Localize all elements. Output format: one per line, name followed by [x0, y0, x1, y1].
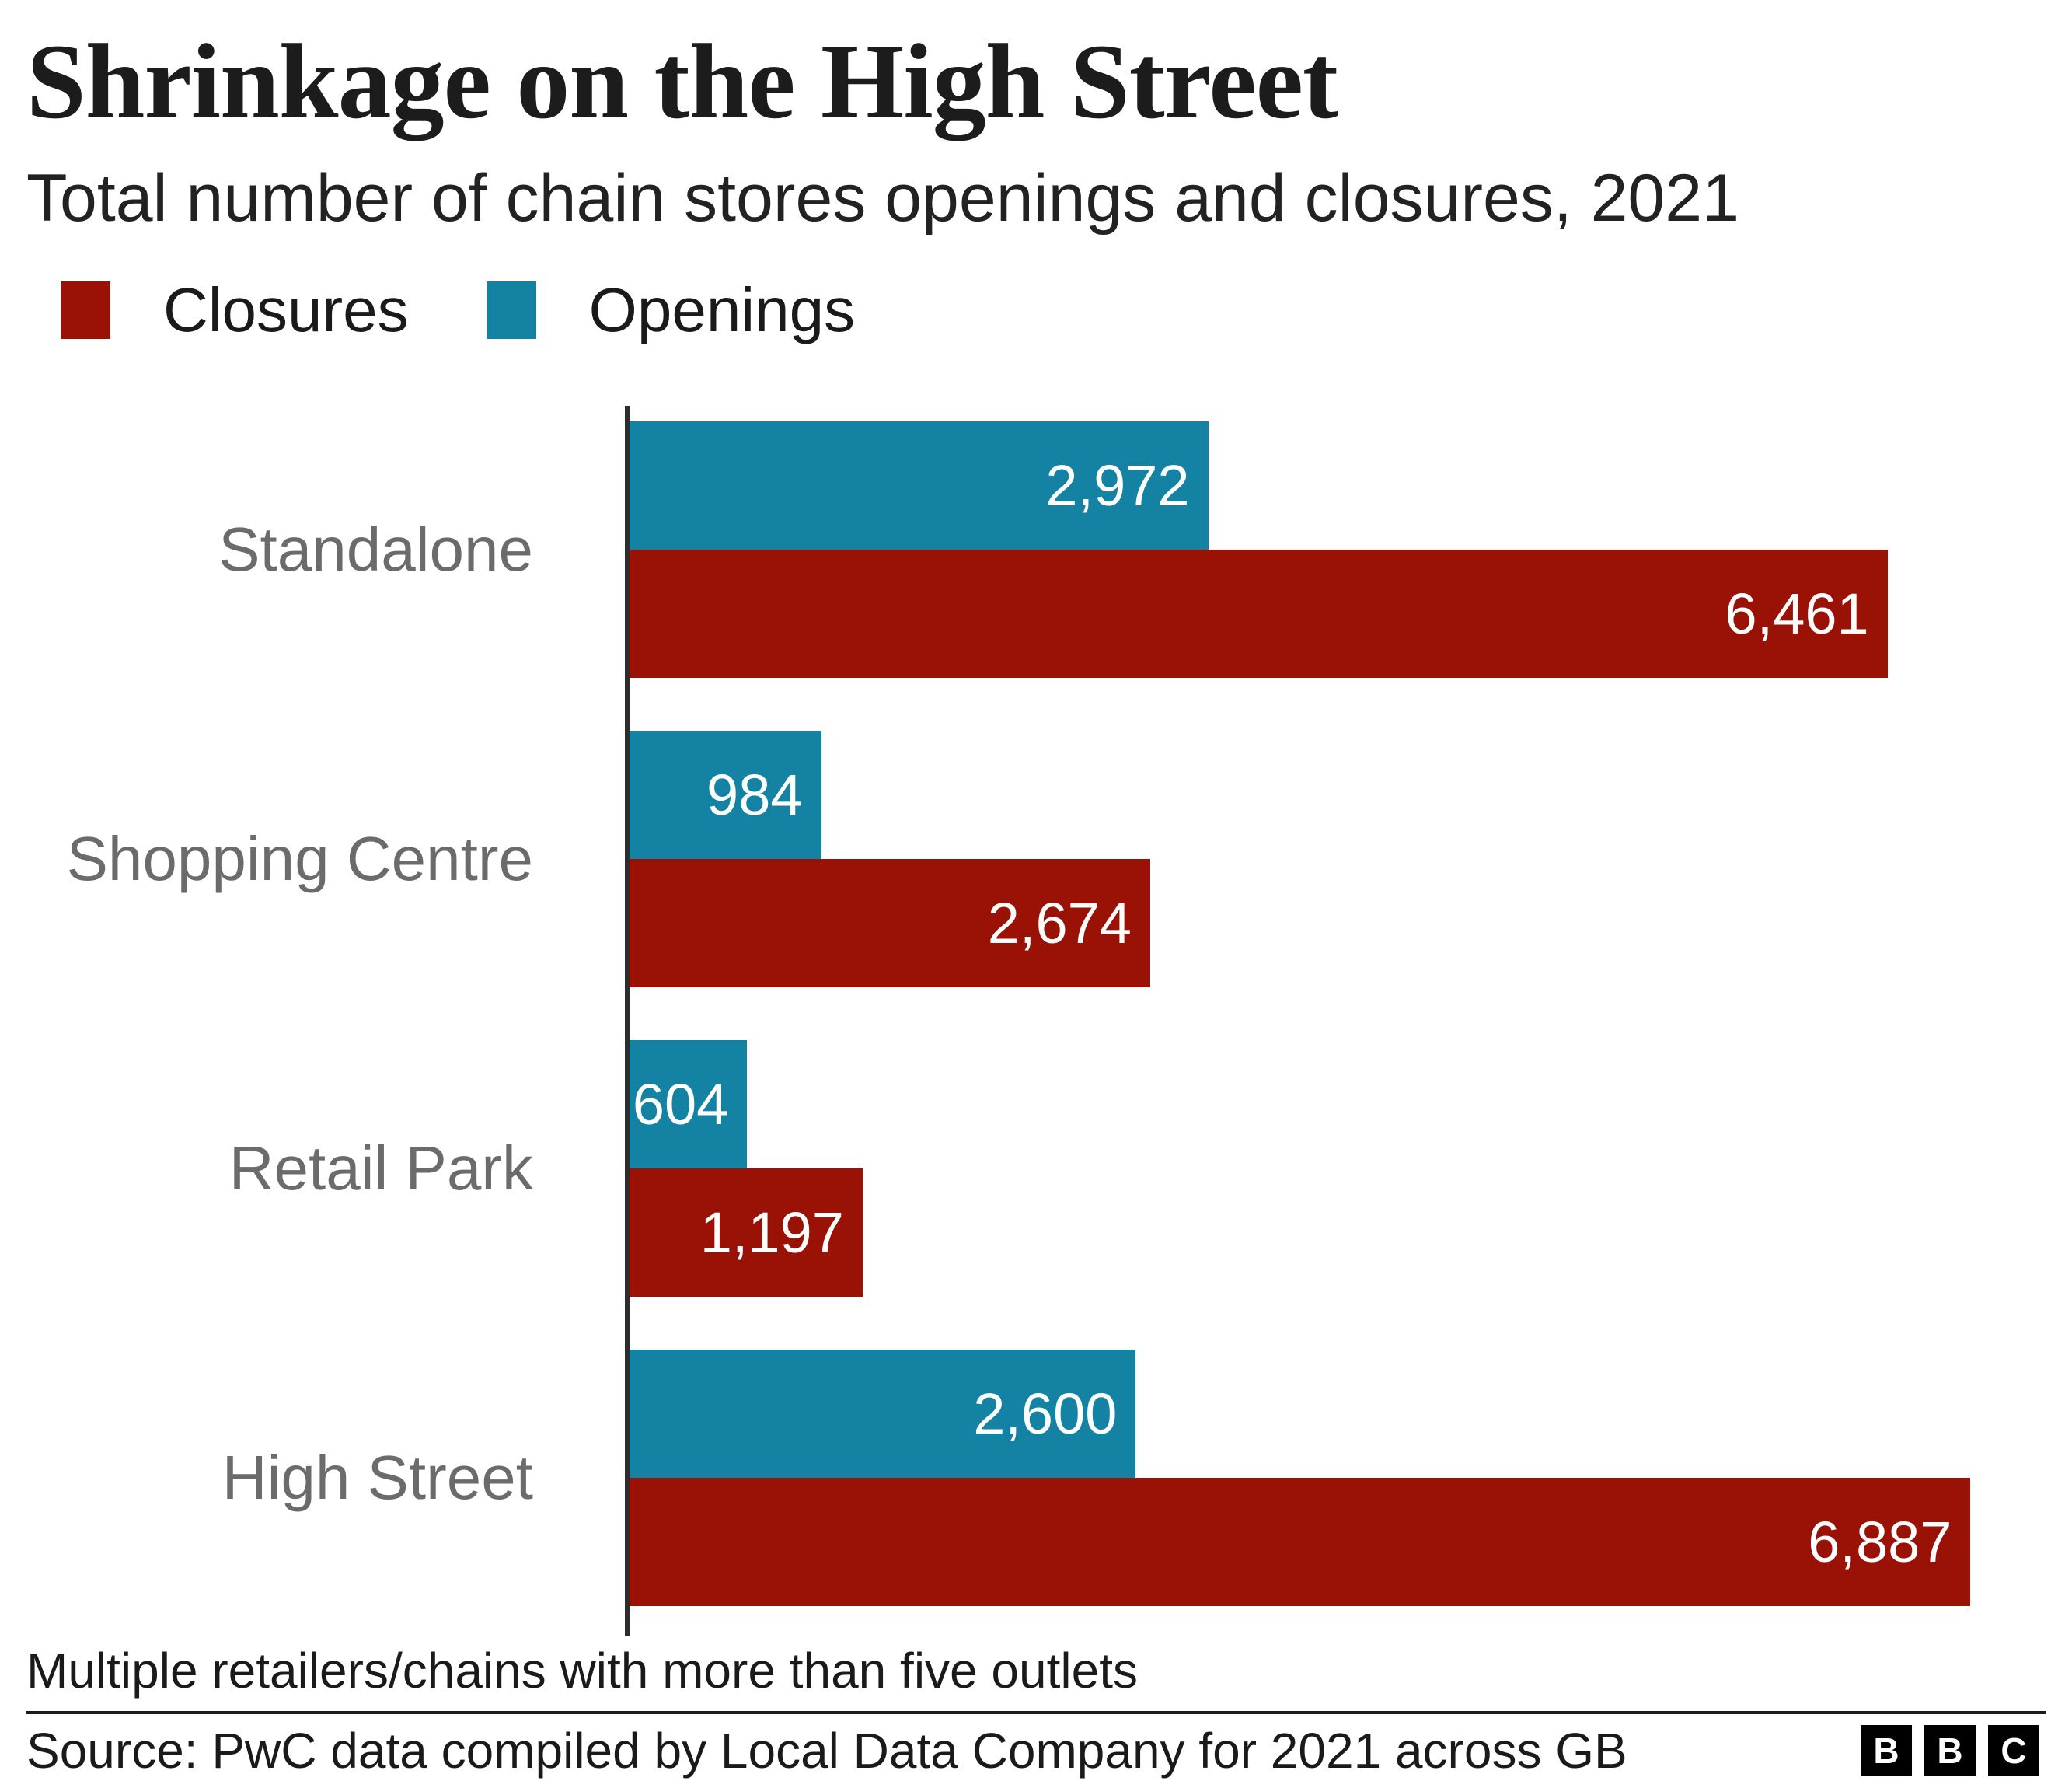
category-label: Retail Park: [228, 1133, 533, 1203]
bar-value-label: 6,461: [1725, 581, 1869, 646]
bar-stack: 604 1,197: [630, 1040, 2046, 1297]
openings-swatch-icon: [486, 281, 536, 340]
bar-stack: 984 2,674: [630, 731, 2046, 988]
closures-bar: 1,197: [630, 1168, 863, 1297]
bar-value-label: 2,600: [973, 1381, 1118, 1446]
category-label: High Street: [222, 1443, 533, 1513]
bar-stack: 2,972 6,461: [630, 421, 2046, 679]
chart-subtitle: Total number of chain stores openings an…: [26, 160, 1739, 236]
bar-chart: Standalone 2,972 6,461 Shopping Centre 984 2,…: [26, 406, 2046, 1636]
bbc-logo-letter: B: [1924, 1725, 1976, 1777]
openings-bar: 984: [630, 731, 821, 860]
category-label: Shopping Centre: [66, 824, 533, 894]
bar-value-label: 1,197: [699, 1200, 844, 1265]
bar-value-label: 2,674: [987, 890, 1132, 955]
bbc-logo-letter: C: [1988, 1725, 2039, 1777]
openings-bar: 2,972: [630, 421, 1209, 550]
bar-group: Shopping Centre 984 2,674: [26, 731, 2046, 988]
legend: Closures Openings: [61, 277, 2046, 344]
bar-groups: Standalone 2,972 6,461 Shopping Centre 984 2,…: [26, 421, 2046, 1607]
closures-bar: 2,674: [630, 859, 1150, 988]
legend-label-closures: Closures: [163, 275, 409, 345]
closures-swatch-icon: [61, 281, 110, 340]
bar-group: Standalone 2,972 6,461: [26, 421, 2046, 679]
bbc-logo: B B C: [1861, 1725, 2039, 1777]
legend-item-openings: Openings: [486, 275, 856, 345]
chart-title: Shrinkage on the High Street: [26, 22, 1338, 141]
legend-label-openings: Openings: [588, 275, 856, 345]
source-text: Source: PwC data compiled by Local Data …: [26, 1722, 1627, 1779]
closures-bar: 6,461: [630, 550, 1888, 679]
bar-value-label: 6,887: [1808, 1509, 1952, 1574]
openings-bar: 604: [630, 1040, 748, 1169]
bar-value-label: 984: [706, 762, 803, 827]
closures-bar: 6,887: [630, 1478, 1971, 1607]
bar-value-label: 2,972: [1045, 452, 1190, 518]
category-label: Standalone: [218, 515, 533, 585]
bar-stack: 2,600 6,887: [630, 1350, 2046, 1607]
footnote: Multiple retailers/chains with more than…: [26, 1643, 1138, 1699]
bar-value-label: 604: [632, 1071, 729, 1137]
bbc-logo-letter: B: [1861, 1725, 1912, 1777]
source-row: Source: PwC data compiled by Local Data …: [26, 1710, 2046, 1779]
legend-item-closures: Closures: [61, 279, 409, 341]
bar-group: High Street 2,600 6,887: [26, 1350, 2046, 1607]
openings-bar: 2,600: [630, 1350, 1136, 1479]
y-axis-line: [625, 406, 630, 1636]
bar-group: Retail Park 604 1,197: [26, 1040, 2046, 1297]
